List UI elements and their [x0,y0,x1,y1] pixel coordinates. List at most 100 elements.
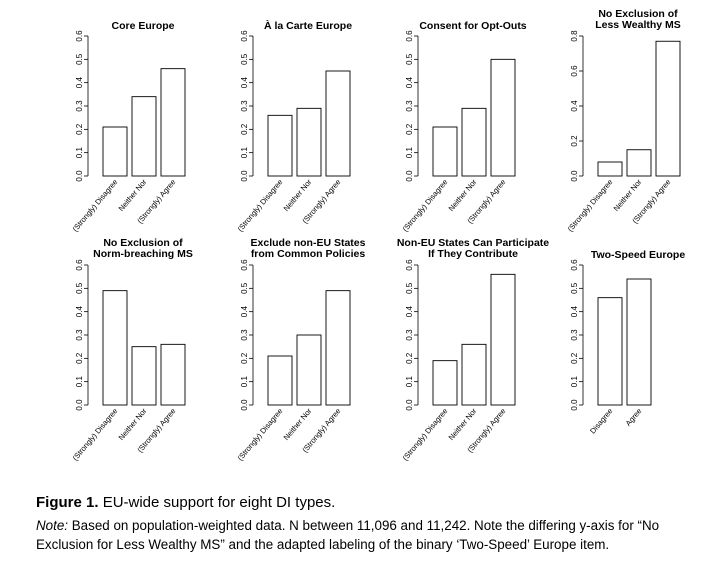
category-label: (Strongly) Disagree [236,178,285,234]
y-tick-label: 0.3 [405,329,414,341]
bar [626,278,652,406]
y-tick-label: 0.4 [75,77,84,89]
y-tick-label: 0.0 [240,170,249,182]
y-tick-label: 0.3 [240,100,249,112]
y-tick-label: 0.6 [405,30,414,42]
chart-title-line: À la Carte Europe [264,19,352,32]
y-tick-label: 0.1 [75,147,84,159]
y-tick-label: 0.2 [240,123,249,135]
category-label: (Strongly) Disagree [401,407,450,463]
y-tick-label: 0.3 [75,100,84,112]
bar [626,149,652,177]
y-tick-label: 0.4 [570,306,579,318]
y-tick-label: 0.1 [405,147,414,159]
y-tick-label: 0.6 [570,65,579,77]
figure-title-text: EU-wide support for eight DI types. [102,494,336,511]
chart-title-line: Two-Speed Europe [591,249,685,261]
bar [131,346,157,406]
category-label: (Strongly) Disagree [236,407,285,463]
bar [102,126,128,177]
y-tick-label: 0.2 [75,352,84,364]
y-tick-label: 0.5 [240,282,249,294]
y-tick-label: 0.3 [240,329,249,341]
y-tick-label: 0.6 [570,259,579,271]
y-tick-label: 0.6 [240,259,249,271]
y-tick-label: 0.0 [405,170,414,182]
category-label: Neither Nor [447,406,479,442]
chart-title-line: No Exclusion of [103,237,183,249]
y-tick-label: 0.4 [405,306,414,318]
figure-panels: Core Europe 0.0 0.1 0.2 0.3 0.4 0.5 0.6 (Strongl… [71,8,686,462]
bar [490,273,516,406]
chart-title-line: Non-EU States Can Participate [397,237,549,249]
figure-title: Figure 1. EU-wide support for eight DI t… [36,494,716,511]
y-tick-label: 0.0 [570,170,579,182]
note-text: Based on population-weighted data. N bet… [36,518,660,552]
bar [432,360,458,406]
y-tick-label: 0.4 [570,100,579,112]
chart-title-line: Consent for Opt-Outs [419,20,526,32]
bar [597,297,623,406]
bar [655,40,681,177]
y-tick-label: 0.1 [75,376,84,388]
bar [461,107,487,177]
figure-caption: Figure 1. EU-wide support for eight DI t… [36,494,716,554]
bar [325,70,351,177]
y-tick-label: 0.0 [75,399,84,411]
y-tick-label: 0.2 [570,135,579,147]
figure-label: Figure 1. [36,494,99,511]
chart-title-line: Norm-breaching MS [93,248,193,260]
y-tick-label: 0.8 [570,30,579,42]
y-tick-label: 0.5 [240,53,249,65]
category-label: Neither Nor [447,177,479,213]
bar [432,126,458,177]
category-label: (Strongly) Disagree [71,407,120,463]
chart-panel-3: Consent for Opt-Outs 0.0 0.1 0.2 0.3 0.4 0.5 0.… [401,20,527,233]
bar [267,114,293,177]
y-tick-label: 0.0 [240,399,249,411]
y-tick-label: 0.5 [75,53,84,65]
category-label: Neither Nor [282,177,314,213]
chart-title-line: from Common Policies [251,248,366,260]
bar [131,96,157,177]
y-tick-label: 0.5 [570,282,579,294]
chart-title-line: Less Wealthy MS [595,19,681,31]
y-tick-label: 0.3 [405,100,414,112]
category-label: (Strongly) Disagree [566,178,615,234]
bar [461,343,487,406]
category-label: Neither Nor [117,177,149,213]
bar [267,355,293,406]
y-tick-label: 0.4 [75,306,84,318]
chart-title-line: Core Europe [111,20,174,32]
y-tick-label: 0.1 [405,376,414,388]
note-label: Note: [36,518,69,533]
figure-note: Note: Based on population-weighted data.… [36,516,716,554]
chart-panel-8: Two-Speed Europe 0.0 0.1 0.2 0.3 0.4 0.5 0.6 Dis… [570,249,685,436]
category-label: (Strongly) Disagree [71,178,120,234]
y-tick-label: 0.4 [405,77,414,89]
category-label: Neither Nor [282,406,314,442]
chart-title-line: If They Contribute [428,248,518,260]
y-tick-label: 0.2 [405,123,414,135]
category-label: Agree [624,407,644,428]
y-tick-label: 0.5 [405,282,414,294]
bar [160,343,186,406]
category-label: Disagree [588,407,614,436]
chart-title-line: Exclude non-EU States [251,237,366,249]
y-tick-label: 0.0 [570,399,579,411]
y-tick-label: 0.0 [75,170,84,182]
bar [102,290,128,406]
bar [597,161,623,177]
y-tick-label: 0.3 [570,329,579,341]
y-tick-label: 0.2 [240,352,249,364]
bar [160,68,186,177]
y-tick-label: 0.2 [570,352,579,364]
y-tick-label: 0.6 [405,259,414,271]
bar [296,334,322,406]
chart-panel-1: Core Europe 0.0 0.1 0.2 0.3 0.4 0.5 0.6 (Strongl… [71,20,186,234]
y-tick-label: 0.6 [240,30,249,42]
y-tick-label: 0.1 [570,376,579,388]
